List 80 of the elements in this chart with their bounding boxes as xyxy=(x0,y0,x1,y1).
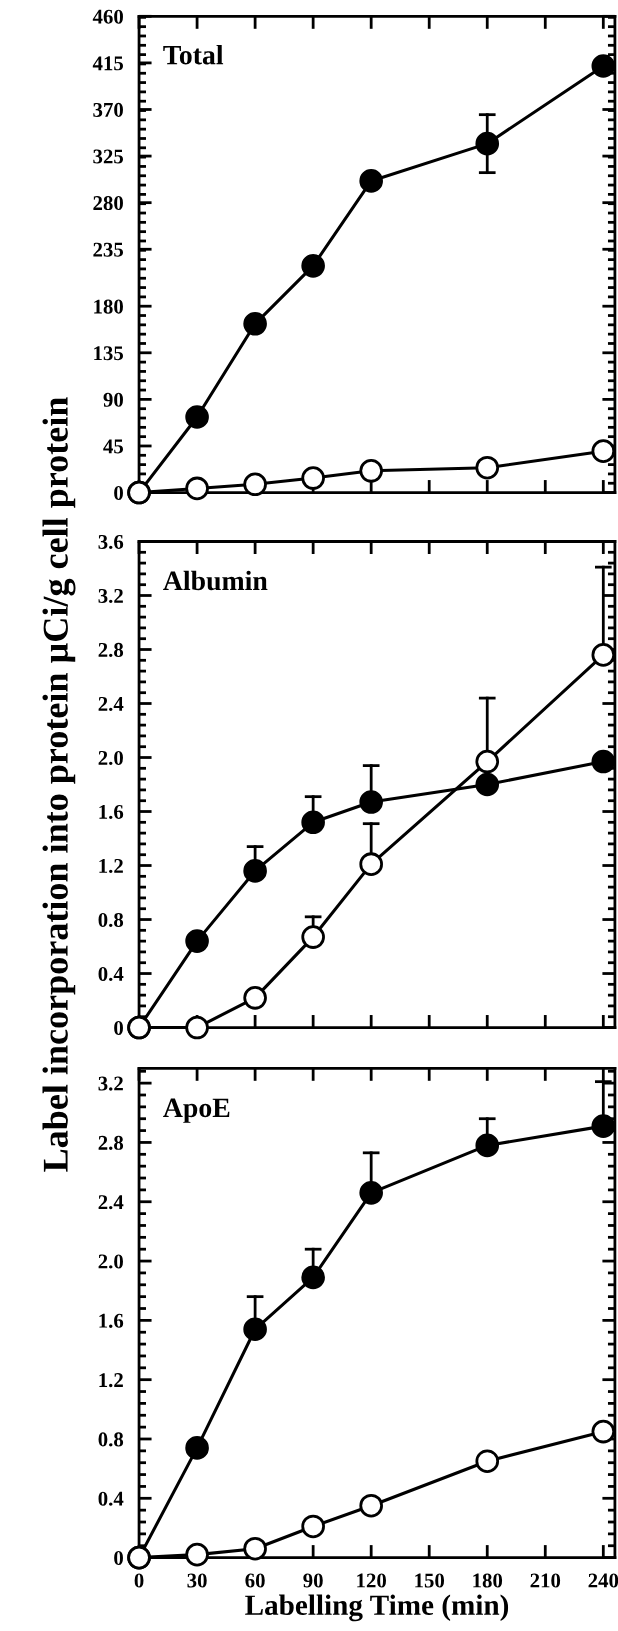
x-tick-label: 240 xyxy=(588,1573,618,1588)
point xyxy=(359,852,383,876)
y-tick-label: 2.4 xyxy=(98,1195,124,1210)
point xyxy=(301,925,325,949)
x-tick-label: 150 xyxy=(415,1573,445,1588)
y-tick-label: 2.8 xyxy=(98,642,124,658)
y-tick-label: 45 xyxy=(103,439,124,454)
x-tick-label: 210 xyxy=(530,1573,561,1588)
point xyxy=(185,1436,209,1460)
point xyxy=(475,455,500,480)
point xyxy=(475,749,500,774)
text: Albumin xyxy=(163,570,268,591)
y-tick-label: 0 xyxy=(114,1020,123,1035)
x-tick-label: 0 xyxy=(134,1573,144,1588)
y-tick-label: 325 xyxy=(93,149,124,164)
point xyxy=(591,439,616,463)
y-tick-label: 3.2 xyxy=(98,588,123,604)
point xyxy=(243,1536,267,1561)
y-tick-label: 0 xyxy=(114,485,123,500)
x-tick-label: 180 xyxy=(473,1573,503,1588)
x-tick-label: 120 xyxy=(357,1573,387,1588)
point xyxy=(185,929,209,953)
y-tick-label: 0.4 xyxy=(98,966,124,982)
y-tick-label: 180 xyxy=(94,299,123,314)
point xyxy=(243,312,267,336)
y-tick-label: 1.2 xyxy=(99,1373,123,1388)
y-tick-label: 370 xyxy=(93,102,123,117)
point xyxy=(301,810,325,835)
point xyxy=(301,254,325,278)
y-tick-label: 135 xyxy=(94,346,124,361)
point xyxy=(359,169,383,193)
point xyxy=(591,749,616,774)
point xyxy=(591,643,616,667)
point xyxy=(185,405,209,429)
y-tick-label: 0.4 xyxy=(98,1491,124,1506)
y-tick-label: 1.2 xyxy=(99,858,123,874)
point xyxy=(301,1514,325,1539)
x-tick-label: 60 xyxy=(245,1573,265,1588)
x-tick-label: 30 xyxy=(187,1573,207,1588)
point xyxy=(301,466,325,490)
y-tick-label: 460 xyxy=(92,9,123,24)
point xyxy=(185,476,209,501)
y-tick-label: 235 xyxy=(93,242,124,257)
x-tick-label: 90 xyxy=(303,1573,323,1588)
y-tick-label: 415 xyxy=(92,56,124,71)
y-tick-label: 2.8 xyxy=(98,1135,124,1150)
point xyxy=(185,1542,209,1567)
y-tick-label: 1.6 xyxy=(99,804,124,820)
point xyxy=(243,986,267,1010)
point xyxy=(359,1181,383,1205)
point xyxy=(185,1015,209,1040)
point xyxy=(475,772,500,797)
y-tick-label: 280 xyxy=(93,196,123,211)
y-tick-label: 0.8 xyxy=(98,1432,124,1447)
text: Total xyxy=(163,44,224,65)
y-axis-title: Label incorporation into protein µCi/g cell protein xyxy=(42,397,76,1172)
point xyxy=(243,859,267,883)
point xyxy=(243,1317,267,1342)
point xyxy=(475,1449,500,1474)
text: ApoE xyxy=(163,1098,230,1123)
y-tick-label: 90 xyxy=(103,392,123,407)
point xyxy=(475,1133,500,1158)
y-tick-label: 2.4 xyxy=(98,696,124,712)
y-tick-label: 3.6 xyxy=(98,534,124,550)
point xyxy=(591,1114,616,1138)
y-tick-label: 1.6 xyxy=(99,1313,124,1328)
point xyxy=(591,1419,616,1444)
y-tick-label: 0 xyxy=(114,1550,123,1566)
point xyxy=(301,1265,325,1290)
point xyxy=(591,54,616,78)
y-tick-label: 3.2 xyxy=(98,1076,123,1091)
point xyxy=(243,472,267,497)
point xyxy=(359,1493,383,1518)
point xyxy=(359,790,383,814)
point xyxy=(359,459,383,483)
y-tick-label: 2.0 xyxy=(98,750,123,766)
y-tick-label: 2.0 xyxy=(98,1254,123,1269)
y-tick-label: 0.8 xyxy=(98,912,124,928)
point xyxy=(475,131,500,156)
x-axis-title: Labelling Time (min) xyxy=(245,1594,509,1622)
